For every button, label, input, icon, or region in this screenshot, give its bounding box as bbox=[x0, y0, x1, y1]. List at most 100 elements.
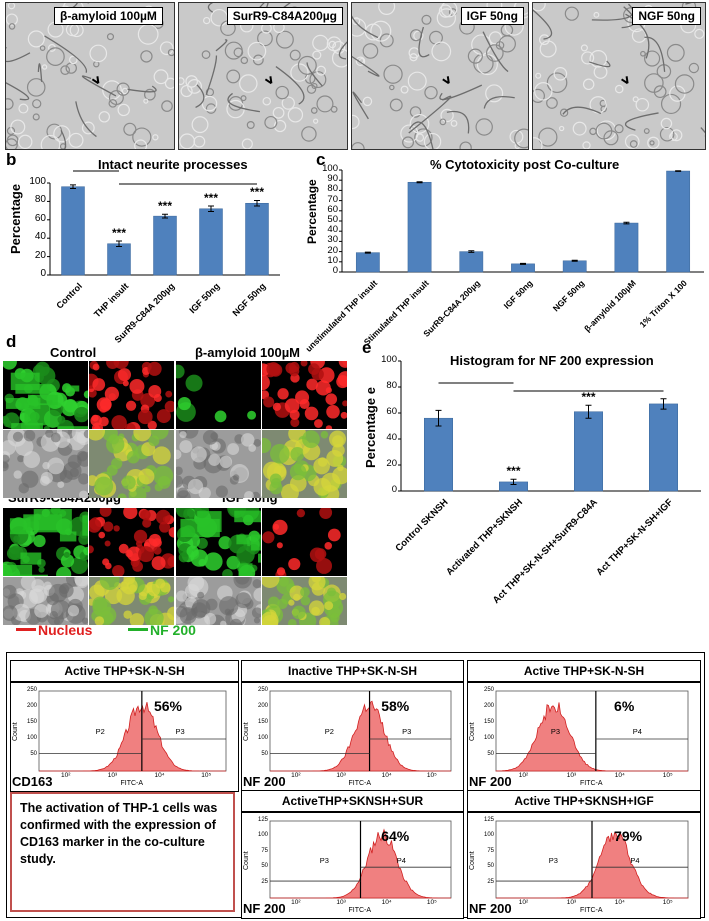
y-tick-label: 60 bbox=[386, 406, 397, 417]
flow-y-tick: 50 bbox=[261, 751, 268, 757]
flow-x-tick: 10² bbox=[291, 899, 301, 906]
chart-title: Histogram for NF 200 expression bbox=[450, 353, 654, 368]
error-bar-1 bbox=[116, 240, 122, 247]
confocal-image-green bbox=[3, 361, 88, 429]
y-tick-label: 0 bbox=[332, 265, 338, 276]
y-tick-label: 0 bbox=[391, 484, 397, 495]
flow-y-tick: 250 bbox=[257, 687, 268, 693]
micrograph-label: SurR9-C84A200µg bbox=[226, 7, 343, 25]
flow-plot-title: Active THP+SK-N-SH bbox=[467, 660, 701, 682]
flow-count-label: Count bbox=[243, 722, 250, 741]
flow-y-tick: 75 bbox=[487, 847, 494, 854]
flow-gate-label: P4 bbox=[630, 855, 640, 865]
y-tick-label: 80 bbox=[34, 194, 46, 206]
y-tick-label: 60 bbox=[327, 203, 338, 215]
legend-nf200-label: NF 200 bbox=[150, 622, 196, 638]
y-tick-label: 10 bbox=[327, 254, 338, 266]
flow-x-tick: 10³ bbox=[336, 899, 346, 906]
flow-x-tick: 10² bbox=[518, 899, 529, 906]
flow-y-tick: 50 bbox=[261, 863, 268, 870]
panel-d-label: d bbox=[6, 332, 17, 351]
error-bar-0 bbox=[435, 409, 442, 427]
y-tick-label: 20 bbox=[327, 244, 338, 256]
flow-marker-label: NF 200 bbox=[469, 901, 512, 916]
error-bar-2 bbox=[585, 404, 592, 419]
bar-0 bbox=[355, 252, 380, 273]
flow-x-axis-label: FITC-A bbox=[580, 780, 603, 787]
flow-x-tick: 10⁵ bbox=[426, 899, 437, 906]
flow-y-tick: 150 bbox=[483, 719, 494, 725]
y-tick-label: 80 bbox=[386, 380, 397, 391]
micrograph-label: β-amyloid 100µM bbox=[54, 7, 163, 25]
chart-cytotoxicity: 0 10 20 30 40 50 60 70 80 90 100 unstimulated THP i… bbox=[300, 150, 709, 354]
error-bar-3 bbox=[520, 262, 526, 265]
confocal-image-green bbox=[176, 508, 261, 576]
bar-2 bbox=[153, 215, 177, 276]
micrograph-ngf: NGF 50ng bbox=[532, 2, 706, 150]
y-tick-label: 40 bbox=[34, 231, 46, 243]
flow-count-label: Count bbox=[243, 850, 250, 870]
error-bar-3 bbox=[208, 205, 214, 213]
bar-3 bbox=[199, 208, 223, 276]
flow-x-tick: 10⁵ bbox=[662, 899, 673, 906]
significance-mark: *** bbox=[581, 390, 596, 405]
chart-intact-neurite: 0 20 40 60 80 100 Control *** THP insult *** SurR9… bbox=[0, 150, 290, 345]
flow-y-tick: 50 bbox=[30, 751, 37, 757]
flow-y-tick: 125 bbox=[257, 817, 268, 823]
y-tick-label: 20 bbox=[34, 249, 46, 261]
flow-marker-label: NF 200 bbox=[243, 901, 286, 916]
flow-x-tick: 10³ bbox=[336, 772, 346, 779]
bar-chart-svg bbox=[398, 360, 701, 492]
y-tick-label: 80 bbox=[327, 183, 338, 195]
flow-y-tick: 150 bbox=[26, 719, 37, 725]
flow-x-tick: 10⁴ bbox=[381, 899, 392, 906]
y-axis-label: Percentage e bbox=[363, 387, 378, 468]
error-bar-0 bbox=[70, 184, 76, 190]
flow-histogram: 50 100 150 200 250 Count 10² 10³ 10⁴ 10⁵ FITC-A P2 P… bbox=[241, 682, 464, 792]
flow-gate-label: P3 bbox=[548, 855, 558, 865]
confocal-label-beta-amyloid: β-amyloid 100µM bbox=[195, 345, 301, 360]
flow-x-tick: 10⁵ bbox=[201, 772, 212, 779]
bar-4 bbox=[562, 260, 587, 273]
micrograph-surr9: SurR9-C84A200µg bbox=[178, 2, 348, 150]
flow-y-tick: 250 bbox=[26, 687, 37, 693]
flow-histogram: 50 100 150 200 250 Count 10² 10³ 10⁴ 10⁵ FITC-A P2 P… bbox=[10, 682, 239, 792]
flow-percent: 64% bbox=[381, 828, 410, 844]
flow-x-tick: 10⁵ bbox=[426, 772, 437, 779]
flow-gate-label: P4 bbox=[632, 727, 642, 736]
micrograph-label: IGF 50ng bbox=[460, 7, 524, 25]
bar-3 bbox=[649, 403, 678, 492]
flow-y-tick: 100 bbox=[257, 735, 268, 741]
flow-y-tick: 75 bbox=[261, 847, 268, 854]
bar-2 bbox=[459, 251, 484, 273]
flow-y-tick: 200 bbox=[26, 703, 37, 709]
significance-mark: *** bbox=[157, 199, 172, 214]
error-bar-4 bbox=[571, 259, 578, 262]
legend-nucleus-swatch bbox=[16, 628, 36, 631]
confocal-label-control: Control bbox=[50, 345, 97, 360]
y-tick-label: 20 bbox=[386, 458, 397, 469]
flow-y-tick: 150 bbox=[257, 719, 268, 725]
bar-chart-svg bbox=[47, 170, 280, 276]
confocal-image-red bbox=[262, 361, 347, 429]
error-bar-0 bbox=[364, 251, 371, 254]
significance-mark: *** bbox=[249, 185, 264, 200]
flow-plot-title: ActiveTHP+SKNSH+SUR bbox=[241, 790, 464, 812]
flow-marker-label: CD163 bbox=[12, 774, 53, 789]
y-tick-label: 0 bbox=[40, 268, 46, 279]
flow-count-label: Count bbox=[469, 850, 476, 870]
confocal-image-red bbox=[89, 508, 174, 576]
flow-count-label: Count bbox=[12, 722, 19, 741]
flow-count-label: Count bbox=[469, 722, 476, 741]
bar-4 bbox=[245, 202, 269, 276]
flow-y-tick: 50 bbox=[487, 863, 494, 870]
flow-y-tick: 200 bbox=[257, 703, 268, 709]
legend-nucleus-label: Nucleus bbox=[38, 622, 93, 638]
confocal-image-merge bbox=[89, 430, 174, 498]
flow-y-tick: 100 bbox=[483, 735, 494, 741]
flow-gate-label: P3 bbox=[402, 727, 412, 736]
bar-6 bbox=[666, 170, 691, 273]
flow-x-tick: 10³ bbox=[107, 772, 118, 779]
flow-gate-label: P3 bbox=[319, 855, 329, 865]
flow-gate-label: P2 bbox=[95, 727, 105, 736]
